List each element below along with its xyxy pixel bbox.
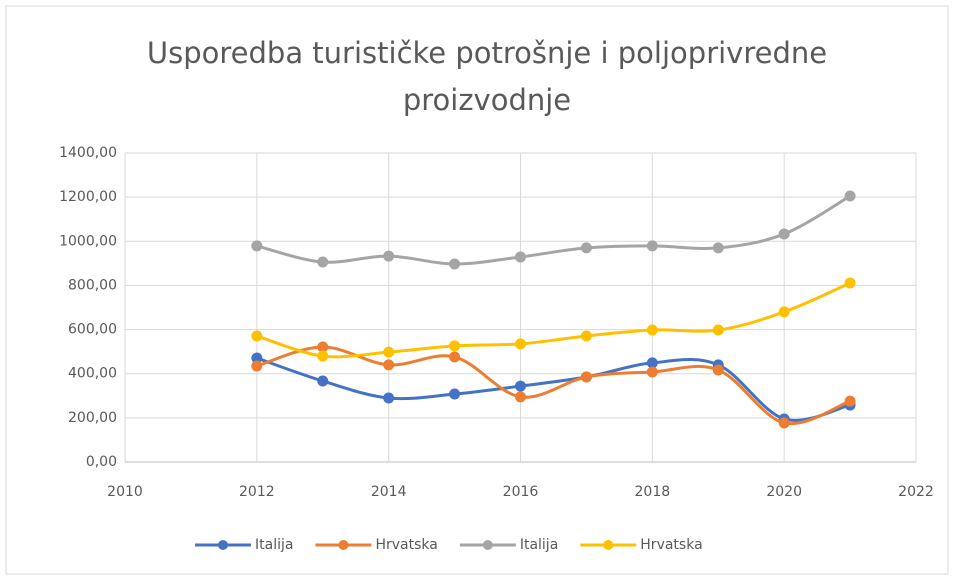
legend-label: Hrvatska — [640, 537, 702, 553]
data-point — [515, 380, 526, 392]
data-point — [251, 330, 263, 342]
data-point — [778, 228, 790, 240]
legend-marker — [338, 540, 349, 550]
y-tick-label: 400,00 — [68, 366, 117, 382]
data-point — [778, 306, 790, 318]
chart-border — [5, 5, 949, 575]
data-point — [251, 240, 263, 252]
data-point — [712, 242, 724, 254]
data-point — [646, 240, 658, 252]
legend-label: Hrvatska — [375, 537, 437, 553]
legend-marker — [482, 540, 493, 550]
data-point — [317, 350, 329, 362]
data-point — [383, 392, 395, 404]
y-tick-label: 1200,00 — [59, 189, 117, 205]
y-tick-label: 600,00 — [68, 322, 117, 338]
data-point — [844, 277, 856, 289]
x-tick-label: 2012 — [239, 484, 275, 500]
data-point — [449, 340, 461, 352]
y-tick-label: 800,00 — [68, 277, 117, 293]
data-point — [383, 346, 395, 358]
data-point — [515, 338, 526, 350]
data-point — [317, 375, 329, 387]
data-point — [251, 360, 263, 372]
legend-marker — [218, 540, 228, 550]
series-line — [255, 281, 852, 359]
data-point — [778, 417, 790, 429]
data-point — [646, 366, 658, 378]
x-tick-label: 2014 — [371, 484, 407, 500]
data-point — [515, 391, 526, 403]
data-point — [844, 395, 856, 407]
series-line — [255, 356, 852, 422]
x-tick-label: 2010 — [107, 484, 143, 500]
data-point — [646, 357, 658, 369]
legend-marker — [603, 540, 614, 550]
legend-label: Italija — [520, 537, 558, 553]
y-tick-label: 1400,00 — [59, 145, 117, 161]
data-point — [580, 242, 592, 254]
data-point — [449, 351, 461, 363]
y-tick-label: 1000,00 — [59, 233, 117, 249]
data-point — [449, 258, 461, 270]
x-tick-label: 2016 — [503, 484, 539, 500]
data-point — [317, 341, 329, 353]
series-line — [255, 194, 852, 266]
x-tick-label: 2022 — [898, 484, 934, 500]
data-point — [449, 388, 461, 400]
data-point — [580, 371, 592, 383]
data-point — [317, 256, 329, 268]
y-tick-label: 0,00 — [86, 454, 117, 470]
data-point — [646, 324, 658, 336]
data-point — [383, 250, 395, 262]
data-point — [712, 324, 724, 336]
legend-label: Italija — [255, 537, 293, 553]
x-tick-label: 2018 — [635, 484, 671, 500]
chart-title: Usporedba turističke potrošnje i poljopr… — [146, 36, 828, 117]
data-point — [580, 330, 592, 342]
data-point — [712, 364, 724, 376]
y-tick-label: 200,00 — [68, 410, 117, 426]
data-point — [515, 251, 526, 263]
data-point — [383, 359, 395, 371]
x-tick-label: 2020 — [766, 484, 802, 500]
data-point — [844, 190, 856, 202]
